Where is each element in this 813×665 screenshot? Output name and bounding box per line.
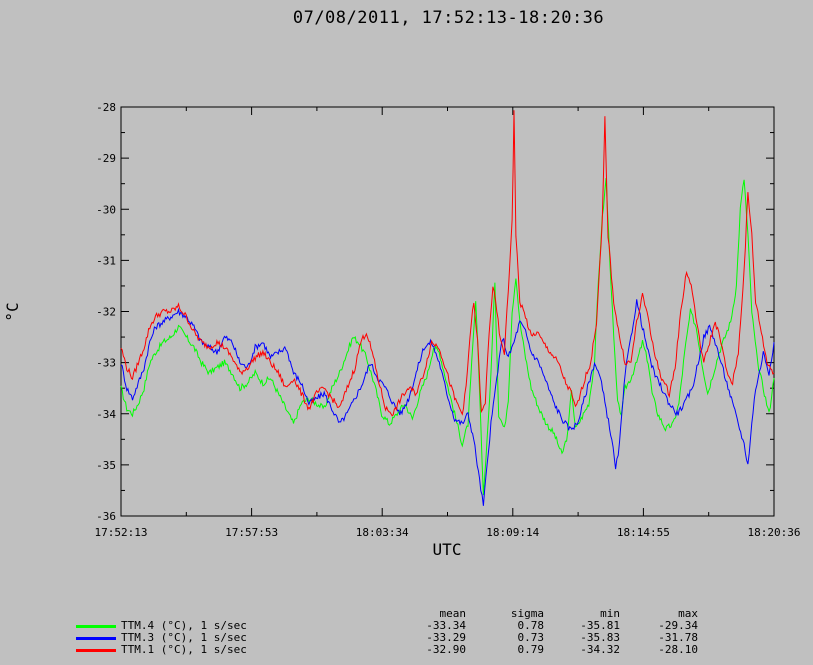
x-tick-label: 18:03:34 [356,526,409,539]
legend-swatch [76,649,116,652]
series-line [120,178,775,496]
y-axis-label: °C [3,302,22,321]
stat-header-min: min [600,607,620,620]
legend-series-name: TTM.3 (°C), 1 s/sec [121,631,247,644]
stat-header-sigma: sigma [510,607,544,620]
y-tick-label: -35 [96,459,116,472]
stat-max: -28.10 [658,643,698,656]
legend-header-row: mean sigma min max [74,607,699,620]
x-tick-label: 18:14:55 [617,526,670,539]
x-tick-label: 18:09:14 [486,526,539,539]
stat-max: -29.34 [658,619,698,632]
legend-row: TTM.4 (°C), 1 s/sec -33.34 0.78 -35.81 -… [74,619,698,632]
y-tick-label: -34 [96,408,116,421]
chart-title: 07/08/2011, 17:52:13-18:20:36 [292,8,605,28]
legend: mean sigma min max TTM.4 (°C), 1 s/sec -… [74,607,699,656]
stat-mean: -32.90 [426,643,466,656]
stat-min: -35.81 [580,619,620,632]
stat-header-mean: mean [439,607,467,620]
plot-area [120,106,775,517]
legend-row: TTM.3 (°C), 1 s/sec -33.29 0.73 -35.83 -… [74,631,698,644]
stat-header-max: max [678,607,698,620]
x-axis-label: UTC [433,540,462,559]
legend-series-name: TTM.4 (°C), 1 s/sec [121,619,247,632]
y-tick-label: -30 [96,203,116,216]
stat-min: -34.32 [580,643,620,656]
y-tick-label: -32 [96,306,116,319]
legend-series-name: TTM.1 (°C), 1 s/sec [121,643,247,656]
x-tick-label: 17:52:13 [95,526,148,539]
legend-swatch [76,625,116,628]
stat-sigma: 0.78 [517,619,545,632]
y-tick-label: -28 [96,101,116,114]
legend-row: TTM.1 (°C), 1 s/sec -32.90 0.79 -34.32 -… [74,643,698,656]
stat-sigma: 0.79 [517,643,545,656]
series-line [120,299,775,506]
legend-swatch [76,637,116,640]
y-tick-label: -31 [96,254,116,267]
stat-mean: -33.34 [426,619,466,632]
stat-max: -31.78 [658,631,698,644]
series-line [120,110,775,417]
y-tick-label: -36 [96,510,116,523]
stat-sigma: 0.73 [517,631,545,644]
y-tick-label: -33 [96,357,116,370]
stat-min: -35.83 [580,631,620,644]
x-tick-label: 18:20:36 [748,526,801,539]
stat-mean: -33.29 [426,631,466,644]
y-tick-label: -29 [96,152,116,165]
x-tick-label: 17:57:53 [225,526,278,539]
